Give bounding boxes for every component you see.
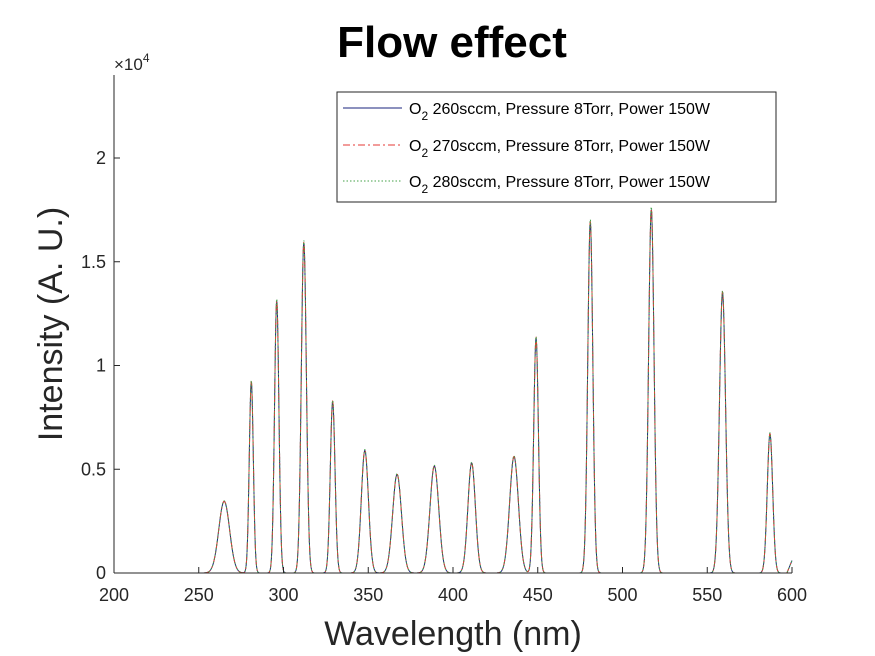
y-tick-label: 1 (96, 356, 106, 376)
legend-box (336, 91, 777, 203)
legend-entry-label: O2 280sccm, Pressure 8Torr, Power 150W (409, 174, 711, 196)
x-tick-label: 500 (607, 585, 637, 605)
y-tick-label: 1.5 (81, 252, 106, 272)
x-ticks: 200 250 300 350 400 450 500 550 600 (99, 567, 807, 605)
y-tick-label: 0.5 (81, 459, 106, 479)
x-tick-label: 350 (353, 585, 383, 605)
legend-entry-label: O2 270sccm, Pressure 8Torr, Power 150W (409, 138, 711, 160)
y-tick-label: 0 (96, 563, 106, 583)
chart-title: Flow effect (337, 18, 567, 67)
x-tick-label: 450 (523, 585, 553, 605)
y-exponent-label: ×104 (114, 51, 150, 74)
x-tick-label: 550 (692, 585, 722, 605)
x-tick-label: 600 (777, 585, 807, 605)
x-axis-label: Wavelength (nm) (324, 615, 582, 653)
y-ticks: 0 0.5 1 1.5 2 (81, 148, 120, 583)
x-tick-label: 300 (268, 585, 298, 605)
legend-entry-label: O2 260sccm, Pressure 8Torr, Power 150W (409, 101, 711, 123)
x-tick-label: 400 (438, 585, 468, 605)
x-tick-label: 250 (184, 585, 214, 605)
x-tick-label: 200 (99, 585, 129, 605)
y-axis-label: Intensity (A. U.) (32, 207, 70, 441)
legend: O2 260sccm, Pressure 8Torr, Power 150W O2… (336, 91, 777, 203)
y-tick-label: 2 (96, 148, 106, 168)
